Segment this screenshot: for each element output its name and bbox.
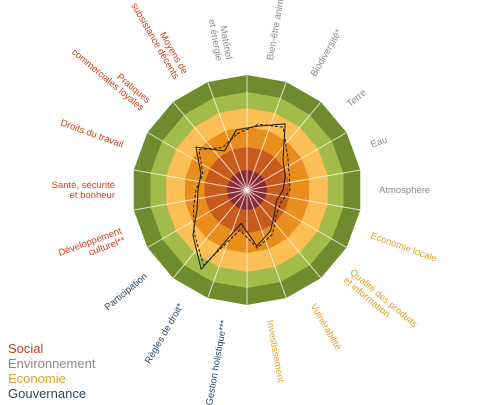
legend-item-gouvernance: Gouvernance [8,386,87,401]
axis-label-9: Vulnérabilité [308,302,343,352]
axis-label-16: Droits du travail [59,118,125,151]
axis-label-5: Eau [369,134,389,150]
axis-label-14: Développementculturel** [57,226,127,269]
axis-label-10: Investissement [264,319,286,384]
axis-label-3: Biodiversité* [309,27,345,78]
radar-spoke [207,189,248,299]
radar-spoke [246,132,347,191]
radar-spoke [246,189,347,248]
radar-spoke [246,189,361,211]
legend-item-social: Social [8,341,44,356]
radar-spoke [147,132,248,191]
radar-spoke [246,169,361,191]
radar-spoke [172,101,248,191]
axis-label-7: Economie locale [369,230,438,264]
legend: Social Environnement Economie Gouvernanc… [8,341,95,401]
legend-item-environnement: Environnement [8,356,96,371]
radar-spoke [246,81,287,191]
radar-spoke [207,81,248,191]
axis-label-17: Pratiquescommerciales loyales [69,39,152,114]
radar-spoke [133,169,248,191]
radar-spoke [246,189,322,279]
radar-series-1-solid [192,123,286,270]
axis-label-1: Matérielet énergie [206,17,234,62]
axis-label-15: Santé, sécurité et bonheur [52,180,115,201]
radar-series-group [192,123,291,270]
axis-label-12: Règles de droit* [143,302,186,366]
axis-label-13: Participation [103,271,150,313]
axis-label-8: Qualité des produitset information [341,267,419,338]
axis-label-18: Moyens desubsistance décents [128,0,189,81]
axis-label-4: Terre [345,87,369,109]
legend-item-economie: Economie [8,371,66,386]
radar-spoke [246,189,287,299]
radar-spoke [172,189,248,279]
axis-label-11: Gestion holistique*** [204,319,230,405]
axis-label-6: Atmosphère [379,185,430,196]
radar-spoke [133,189,248,211]
radar-series-2-dashed [192,123,291,266]
axis-label-2: Bien-être animal [265,0,288,61]
radar-spoke [147,189,248,248]
